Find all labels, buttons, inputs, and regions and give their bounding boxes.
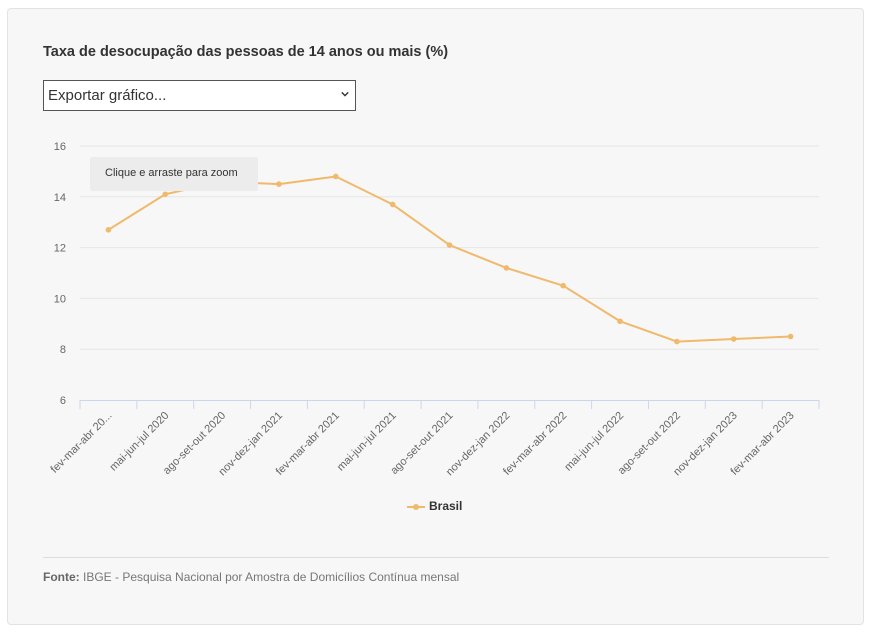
export-select-value: Exportar gráfico... bbox=[48, 87, 167, 104]
x-tick-label: mai-jun-jul 2021 bbox=[335, 410, 399, 474]
source-label: Fonte: bbox=[43, 570, 80, 584]
x-tick-label: fev-mar-abr 2021 bbox=[274, 410, 342, 478]
source-note: Fonte: IBGE - Pesquisa Nacional por Amos… bbox=[43, 570, 459, 584]
x-tick-label: mai-jun-jul 2022 bbox=[562, 410, 626, 474]
x-tick-label: fev-mar-abr 2022 bbox=[501, 410, 569, 478]
x-tick-label: fev-mar-abr 20... bbox=[49, 410, 115, 476]
y-tick-label: 10 bbox=[54, 293, 66, 305]
divider bbox=[43, 557, 829, 558]
y-tick-label: 12 bbox=[54, 243, 66, 255]
chevron-down-icon bbox=[341, 91, 349, 97]
zoom-tooltip: Clique e arraste para zoom bbox=[90, 157, 258, 191]
data-point bbox=[105, 227, 112, 233]
legend-label: Brasil bbox=[429, 499, 463, 513]
data-point bbox=[333, 173, 339, 180]
source-text: IBGE - Pesquisa Nacional por Amostra de … bbox=[83, 570, 460, 584]
y-tick-label: 14 bbox=[54, 192, 66, 204]
data-point bbox=[162, 191, 169, 198]
data-point bbox=[674, 338, 680, 345]
x-tick-label: fev-mar-abr 2023 bbox=[729, 410, 797, 478]
series-line-brasil bbox=[107, 175, 791, 343]
data-point bbox=[787, 333, 794, 340]
data-point bbox=[730, 336, 737, 342]
export-chart-select[interactable]: Exportar gráfico... bbox=[43, 80, 356, 111]
data-point bbox=[560, 282, 566, 289]
data-point bbox=[446, 242, 453, 248]
x-tick-label: mai-jun-jul 2020 bbox=[108, 410, 172, 474]
data-point bbox=[389, 201, 396, 208]
data-point bbox=[276, 181, 282, 187]
data-point bbox=[617, 318, 623, 325]
y-tick-label: 16 bbox=[54, 141, 66, 153]
y-tick-label: 8 bbox=[60, 344, 66, 356]
chart-title: Taxa de desocupação das pessoas de 14 an… bbox=[43, 44, 449, 60]
data-point bbox=[503, 265, 510, 271]
zoom-tooltip-text: Clique e arraste para zoom bbox=[105, 167, 238, 179]
y-tick-label: 6 bbox=[60, 395, 66, 407]
legend-marker bbox=[413, 504, 419, 510]
